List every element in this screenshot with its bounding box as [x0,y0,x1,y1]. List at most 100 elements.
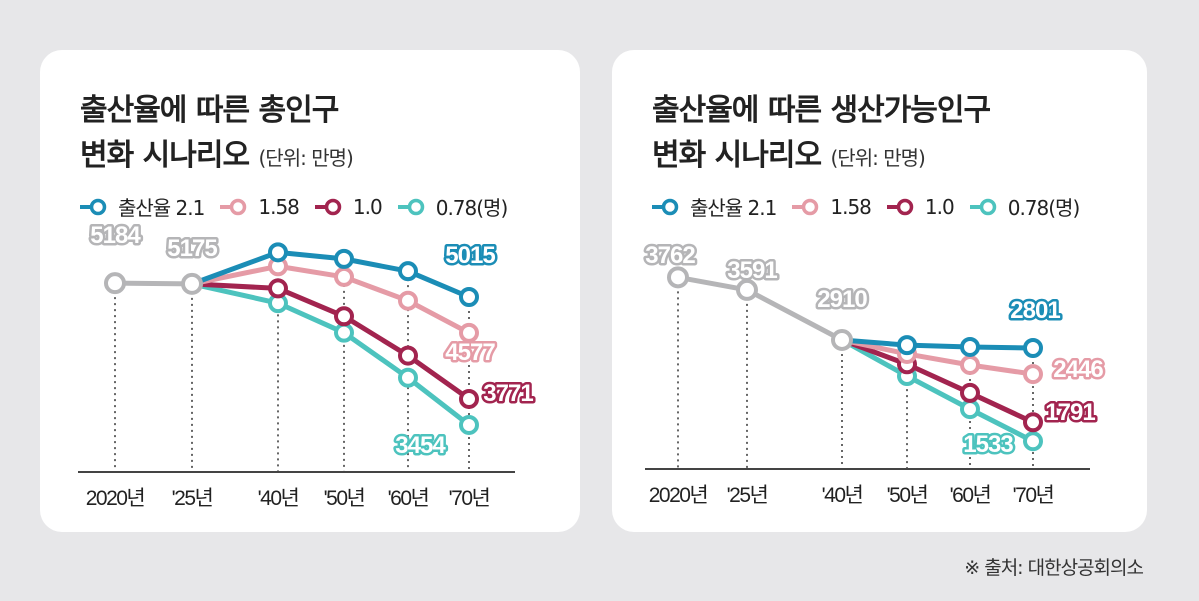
legend-marker-icon [80,198,107,215]
legend-label: 1.0 [352,194,383,219]
x-tick-label: '25년 [172,487,213,510]
data-label: 2801 [1010,297,1060,324]
legend-label: 1.58 [258,194,300,219]
data-label: 5175 [167,235,217,262]
legend-item: 출산율 2.1 [650,192,777,221]
unit-label: (단위: 만명) [258,146,354,170]
data-point [181,272,203,295]
data-point [398,345,418,366]
data-point [334,322,354,343]
chart-title: 출산율에 따른 생산가능인구 변화 시나리오 (단위: 만명) [652,88,991,181]
data-point [459,388,479,409]
data-point [1023,412,1043,433]
x-tick-label: '70년 [1013,484,1054,507]
x-tick-label: '40년 [822,484,863,507]
data-label: 3454 [395,432,446,459]
legend-label: 0.78(명) [435,196,509,220]
chart-title: 출산율에 따른 총인구 변화 시나리오 (단위: 만명) [80,88,354,181]
legend-item: 출산율 2.1 [78,192,205,221]
data-label: 3771 [483,380,533,407]
chart-1: 2020년 '25년 '40년 '50년 '60년 '70년 3762 3591 2910 280… [643,240,1107,508]
series-2-line [841,337,1035,425]
legend-label: 출산율 2.1 [690,196,777,220]
common-series-line [114,280,193,287]
data-point [459,414,479,435]
x-tick-label: '25년 [727,484,768,507]
series-3-line [840,337,1035,444]
legend-marker-icon [314,198,342,215]
x-tick-label: 2020년 [86,487,145,510]
data-point [398,290,418,311]
legend-label: 1.58 [830,194,872,219]
data-point [960,399,980,420]
data-label: 3591 [727,257,777,284]
unit-label: (단위: 만명) [830,146,926,170]
data-label: 1533 [963,431,1013,458]
data-label: 3762 [645,242,695,269]
x-tick-label: '40년 [258,487,299,510]
x-tick-label: '50년 [324,487,365,510]
data-point [334,248,354,269]
data-point [960,354,980,375]
series-1-line [191,263,471,336]
title-line-1: 출산율에 따른 생산가능인구 [652,93,991,128]
data-label: 2446 [1053,356,1103,383]
legend-marker-icon [886,198,914,215]
legend-marker-icon [969,198,996,215]
legend-marker-icon [397,198,424,215]
legend-item: 0.78(명) [968,192,1080,221]
x-tick-label: '60년 [950,484,991,507]
legend-marker-icon [792,198,819,215]
legend-label: 출산율 2.1 [118,196,205,220]
chart-0: 2020년 '25년 '40년 '50년 '60년 '70년 5184 5175 5015 457… [78,220,537,510]
data-point [831,328,853,351]
legend-marker-icon [652,198,679,215]
data-point [268,278,288,299]
data-label: 5184 [90,222,141,249]
legend-marker-icon [220,198,247,215]
data-point [398,367,418,388]
data-point [334,266,354,287]
source-note: ※ 출처: 대한상공회의소 [964,557,1144,579]
data-point [1023,338,1043,358]
data-point [897,335,917,356]
data-label: 5015 [445,242,495,269]
data-point [960,336,980,357]
x-tick-label: 2020년 [649,484,708,507]
legend-label: 1.0 [924,194,955,219]
data-point [1023,364,1043,385]
legend-item: 1.58 [218,194,300,219]
legend: 출산율 2.1 1.58 1.0 0.78(명) [78,192,508,221]
data-label: 2910 [817,286,867,313]
legend-item: 1.0 [313,194,383,219]
data-point [459,287,479,307]
data-point [667,266,689,289]
legend-item: 0.78(명) [396,192,508,221]
legend-item: 1.58 [790,194,872,219]
title-line-2: 변화 시나리오 [652,138,822,173]
legend-label: 0.78(명) [1007,196,1081,220]
data-point [1023,431,1043,452]
series-2-line [191,281,471,402]
chart-card-total-population: 출산율에 따른 총인구 변화 시나리오 (단위: 만명) 출산율 2.1 1.58… [40,50,580,532]
data-point [334,306,354,327]
data-point [268,242,288,263]
data-point [960,382,980,403]
data-point [736,278,758,301]
series-1-line [841,337,1034,377]
series-0-line [841,337,1034,351]
title-line-2: 변화 시나리오 [80,138,250,173]
x-tick-label: '50년 [887,484,928,507]
title-line-1: 출산율에 따른 총인구 [80,93,339,128]
chart-card-working-population: 출산율에 따른 생산가능인구 변화 시나리오 (단위: 만명) 출산율 2.1 1… [612,50,1147,532]
series-3-line [191,281,471,427]
data-point [104,272,126,295]
data-point [398,261,418,282]
x-tick-label: '70년 [449,487,490,510]
data-label: 4577 [445,339,495,366]
data-label: 1791 [1045,399,1095,426]
data-point [459,322,479,343]
x-tick-label: '60년 [388,487,429,510]
legend: 출산율 2.1 1.58 1.0 0.78(명) [650,192,1080,221]
